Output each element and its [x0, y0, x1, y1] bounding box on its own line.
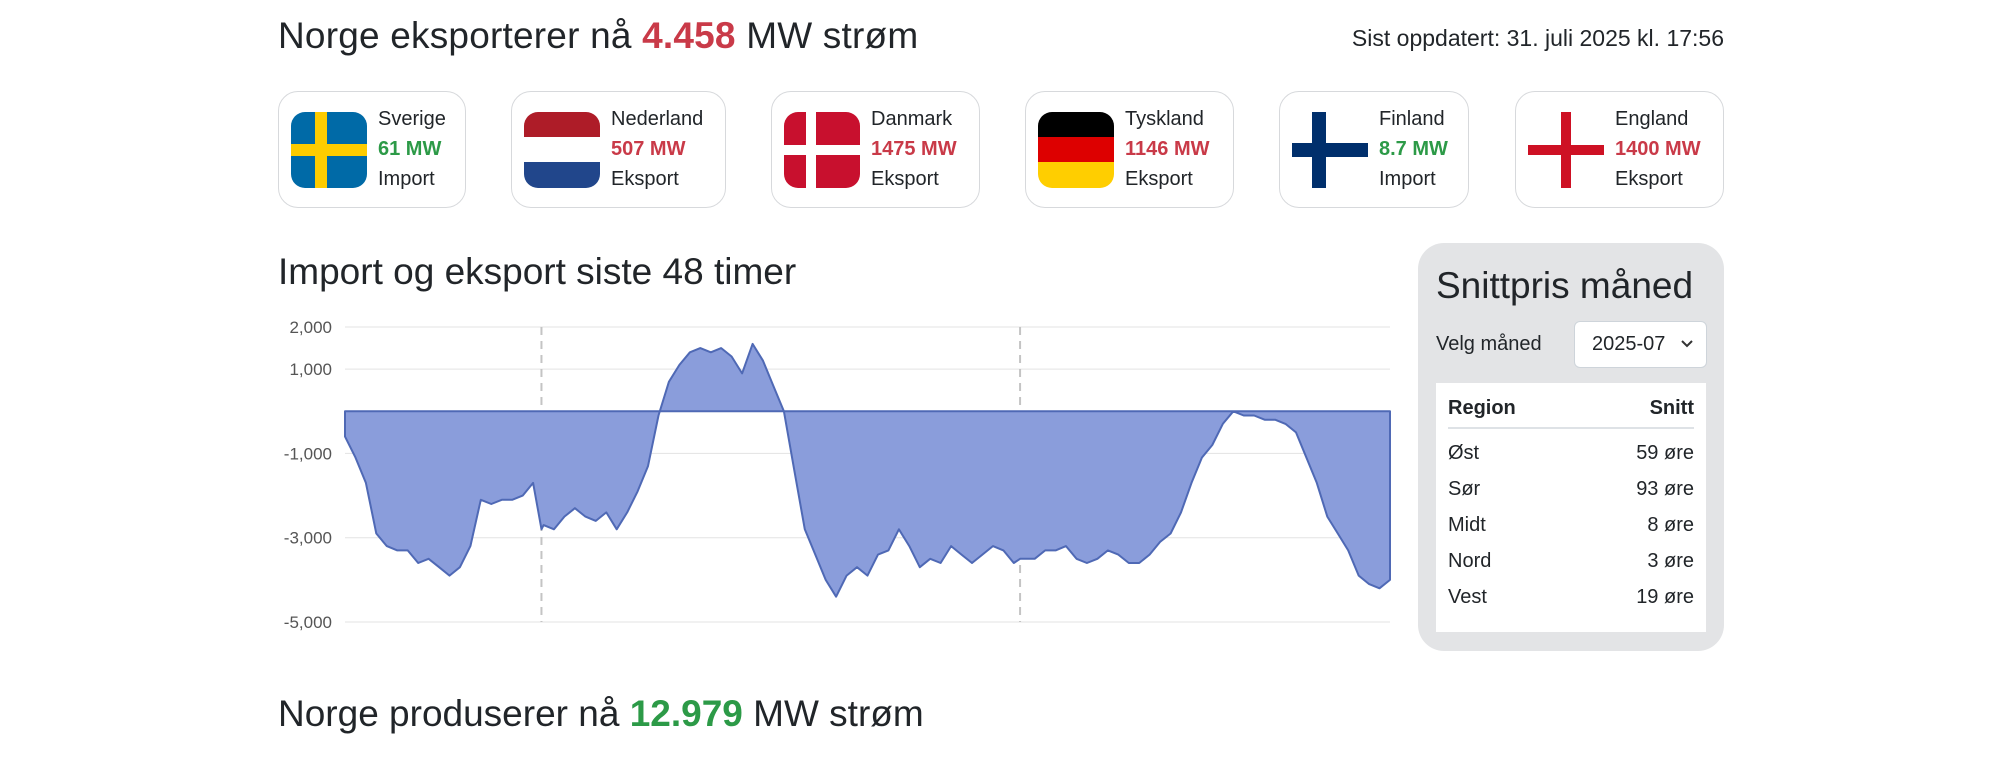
- country-direction: Eksport: [1125, 168, 1193, 190]
- y-tick-label: 2,000: [289, 318, 332, 337]
- region-cell: Sør: [1448, 478, 1481, 500]
- country-direction: Eksport: [611, 168, 679, 190]
- chart-title: Import og eksport siste 48 timer: [278, 251, 797, 292]
- country-card-netherlands: Nederland 507 MW Eksport: [511, 91, 726, 208]
- country-name: England: [1615, 108, 1689, 130]
- chart-area-series: [344, 342, 1391, 598]
- country-mw: 1475 MW: [871, 138, 957, 160]
- avg-cell: 3 øre: [1647, 550, 1694, 572]
- country-mw: 1400 MW: [1615, 138, 1701, 160]
- table-row: Øst 59 øre: [1448, 435, 1694, 471]
- country-mw: 507 MW: [611, 138, 686, 160]
- chevron-down-icon: [1680, 322, 1694, 385]
- country-direction: Eksport: [871, 168, 939, 190]
- y-tick-label: 1,000: [289, 360, 332, 379]
- production-headline-prefix: Norge produserer nå: [278, 693, 620, 734]
- table-row: Midt 8 øre: [1448, 507, 1694, 543]
- y-tick-label: -5,000: [284, 613, 332, 632]
- country-direction: Import: [1379, 168, 1436, 190]
- chart-y-axis-labels: 2,000 1,000 -1,000 -3,000 -5,000: [284, 318, 332, 632]
- export-headline-prefix: Norge eksporterer nå: [278, 15, 632, 56]
- avg-price-panel: Snittpris måned Velg måned 2025-07 Regio…: [1418, 243, 1724, 651]
- export-headline-suffix: MW strøm: [746, 15, 919, 56]
- country-card-sweden: Sverige 61 MW Import: [278, 91, 466, 208]
- country-name: Nederland: [611, 108, 704, 130]
- finland-flag-icon: [1292, 112, 1368, 188]
- avg-cell: 93 øre: [1636, 478, 1694, 500]
- table-row: Nord 3 øre: [1448, 543, 1694, 579]
- region-cell: Midt: [1448, 514, 1486, 536]
- country-card-germany: Tyskland 1146 MW Eksport: [1025, 91, 1234, 208]
- col-header-region: Region: [1448, 397, 1516, 419]
- export-headline: Norge eksporterer nå 4.458 MW strøm: [278, 10, 918, 62]
- import-export-chart: 2,000 1,000 -1,000 -3,000 -5,000: [284, 318, 1391, 632]
- production-headline-value: 12.979: [629, 693, 743, 734]
- month-select[interactable]: 2025-07: [1574, 321, 1707, 368]
- sweden-flag-icon: [291, 112, 367, 188]
- germany-flag-icon: [1038, 112, 1114, 188]
- region-cell: Vest: [1448, 586, 1487, 608]
- country-name: Tyskland: [1125, 108, 1204, 130]
- denmark-flag-icon: [784, 112, 860, 188]
- country-name: Danmark: [871, 108, 953, 130]
- avg-cell: 8 øre: [1647, 514, 1694, 536]
- country-mw: 8.7 MW: [1379, 138, 1448, 160]
- netherlands-flag-icon: [524, 112, 600, 188]
- country-direction: Eksport: [1615, 168, 1683, 190]
- country-direction: Import: [378, 168, 435, 190]
- production-headline: Norge produserer nå 12.979 MW strøm: [278, 688, 924, 740]
- table-row: Vest 19 øre: [1448, 579, 1694, 615]
- last-updated: Sist oppdatert: 31. juli 2025 kl. 17:56: [1351, 25, 1724, 51]
- month-select-value: 2025-07: [1592, 333, 1666, 355]
- y-tick-label: -1,000: [284, 444, 332, 463]
- table-header: Region Snitt: [1448, 397, 1694, 429]
- table-row: Sør 93 øre: [1448, 471, 1694, 507]
- country-name: Finland: [1379, 108, 1445, 130]
- avg-cell: 59 øre: [1636, 442, 1694, 464]
- region-cell: Øst: [1448, 442, 1480, 464]
- col-header-avg: Snitt: [1649, 397, 1694, 419]
- country-card-finland: Finland 8.7 MW Import: [1279, 91, 1469, 208]
- month-select-label: Velg måned: [1436, 333, 1542, 355]
- country-mw: 1146 MW: [1125, 138, 1210, 160]
- england-flag-icon: [1528, 112, 1604, 188]
- avg-price-table: Region Snitt Øst 59 øre Sør 93 øre Midt …: [1436, 383, 1706, 632]
- country-card-denmark: Danmark 1475 MW Eksport: [771, 91, 980, 208]
- y-tick-label: -3,000: [284, 529, 332, 548]
- country-card-england: England 1400 MW Eksport: [1515, 91, 1724, 208]
- panel-title: Snittpris måned: [1436, 265, 1694, 306]
- production-headline-suffix: MW strøm: [753, 693, 924, 734]
- region-cell: Nord: [1448, 550, 1492, 572]
- country-name: Sverige: [378, 108, 446, 130]
- export-headline-value: 4.458: [642, 15, 736, 56]
- avg-cell: 19 øre: [1636, 586, 1694, 608]
- country-mw: 61 MW: [378, 138, 442, 160]
